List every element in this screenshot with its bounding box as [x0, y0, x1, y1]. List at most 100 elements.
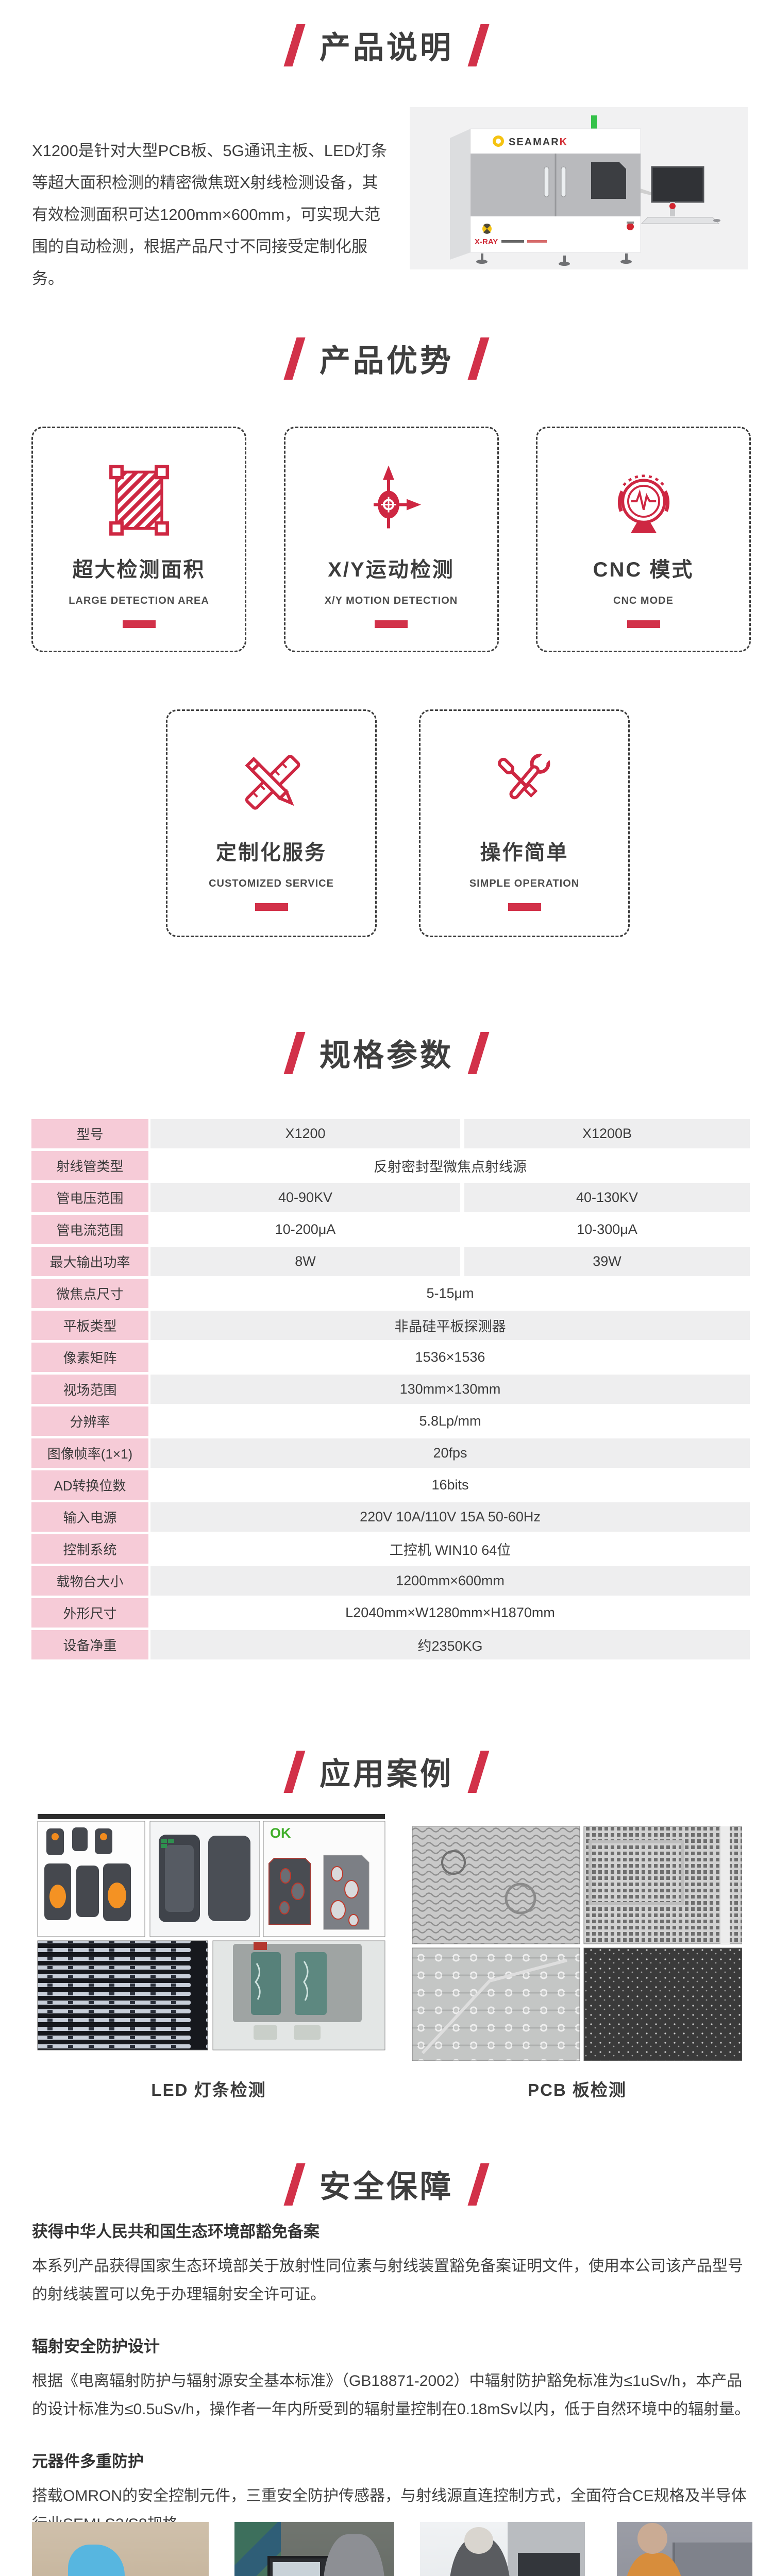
customized-service-icon — [238, 744, 305, 822]
spec-value-merged: 5.8Lp/mm — [150, 1406, 750, 1436]
simple-operation-icon — [491, 744, 558, 822]
spec-value: X1200 — [150, 1119, 460, 1148]
spec-value: 8W — [150, 1247, 460, 1276]
title-slash-left — [283, 1750, 306, 1793]
svg-text:SEAMARK: SEAMARK — [509, 137, 568, 148]
cnc-mode-icon — [611, 461, 676, 539]
monitor-screen — [273, 2562, 320, 2576]
section-title-specs: 规格参数 — [0, 1030, 773, 1075]
safety-heading-exemption: 获得中华人民共和国生态环境部豁免备案 — [32, 2223, 320, 2241]
spec-row: 分辨率 5.8Lp/mm — [31, 1406, 750, 1436]
advantage-label-en: LARGE DETECTION AREA — [69, 595, 209, 606]
spec-value-merged: 1200mm×600mm — [150, 1566, 750, 1596]
spec-value-merged: 反射密封型微焦点射线源 — [150, 1151, 750, 1180]
card-accent-dash — [122, 620, 156, 628]
spec-row: 输入电源 220V 10A/110V 15A 50-60Hz — [31, 1502, 750, 1532]
spec-label: 视场范围 — [31, 1375, 148, 1404]
spec-value-merged: 工控机 WIN10 64位 — [150, 1534, 750, 1564]
title-slash-left — [283, 337, 306, 380]
advantages-title: 产品优势 — [320, 344, 453, 378]
spec-value-merged: L2040mm×W1280mm×H1870mm — [150, 1598, 750, 1628]
safety-heading-radiation-design: 辐射安全防护设计 — [32, 2337, 160, 2355]
spec-label: 控制系统 — [31, 1534, 148, 1564]
spec-value-merged: 5-15μm — [150, 1279, 750, 1308]
spec-row: 图像帧率(1×1) 20fps — [31, 1438, 750, 1468]
spec-label: 载物台大小 — [31, 1566, 148, 1596]
spec-label: AD转换位数 — [31, 1470, 148, 1500]
svg-text:OK: OK — [270, 1825, 291, 1841]
case-caption-pcb: PCB 板检测 — [528, 2080, 627, 2099]
case-image-led-strip-xray: OK — [32, 1814, 385, 2061]
advantage-cards-row-1: 超大检测面积 LARGE DETECTION AREA — [31, 427, 751, 652]
product-image-panel: SEAMARK X-RAY — [410, 107, 748, 269]
card-accent-dash — [255, 903, 288, 911]
spec-row: 管电压范围 40-90KV 40-130KV — [31, 1183, 750, 1212]
xray-machine — [673, 2543, 752, 2576]
spec-value: 10-200μA — [150, 1215, 460, 1244]
spec-value-merged: 约2350KG — [150, 1630, 750, 1659]
spec-label: 管电流范围 — [31, 1215, 148, 1244]
advantage-card-customized-service: 定制化服务 CUSTOMIZED SERVICE — [166, 709, 377, 937]
spec-row: 设备净重 约2350KG — [31, 1630, 750, 1659]
spec-row: 微焦点尺寸 5-15μm — [31, 1279, 750, 1308]
title-slash-right — [467, 1031, 490, 1074]
spec-value-merged: 1536×1536 — [150, 1343, 750, 1372]
title-slash-left — [283, 1031, 306, 1074]
spec-value: 40-130KV — [464, 1183, 750, 1212]
title-slash-right — [467, 337, 490, 380]
spec-label: 平板类型 — [31, 1311, 148, 1340]
product-description-text: X1200是针对大型PCB板、5G通讯主板、LED灯条等超大面积检测的精密微焦斑… — [32, 142, 388, 287]
advantage-label-en: CUSTOMIZED SERVICE — [209, 878, 334, 889]
title-slash-right — [467, 2163, 490, 2206]
specs-title: 规格参数 — [320, 1038, 453, 1073]
title-slash-left — [283, 2163, 306, 2206]
safety-body-exemption: 本系列产品获得国家生态环境部关于放射性同位素与射线装置豁免备案证明文件，使用本公… — [32, 2258, 743, 2303]
inspector — [323, 2534, 385, 2576]
card-accent-dash — [508, 903, 541, 911]
technician-head — [637, 2523, 667, 2554]
spec-value-merged: 130mm×130mm — [150, 1375, 750, 1404]
spec-value-merged: 非晶硅平板探测器 — [150, 1311, 750, 1340]
spec-value: X1200B — [464, 1119, 750, 1148]
page-title: 产品说明 — [320, 30, 453, 65]
advantage-label-en: X/Y MOTION DETECTION — [324, 595, 458, 606]
radiation-test-photo-3 — [420, 2522, 585, 2576]
spec-label: 图像帧率(1×1) — [31, 1438, 148, 1468]
cases-title: 应用案例 — [320, 1757, 453, 1791]
spec-label: 外形尺寸 — [31, 1598, 148, 1628]
spec-row: 像素矩阵 1536×1536 — [31, 1343, 750, 1372]
xray-machine-illustration: SEAMARK X-RAY — [450, 115, 720, 266]
case-caption-led: LED 灯条检测 — [151, 2080, 266, 2099]
advantage-label-zh: 操作简单 — [480, 841, 569, 864]
spec-label: 型号 — [31, 1119, 148, 1148]
svg-text:X-RAY: X-RAY — [475, 238, 498, 246]
spec-label: 射线管类型 — [31, 1151, 148, 1180]
detection-area-icon — [109, 461, 170, 539]
spec-label: 微焦点尺寸 — [31, 1279, 148, 1308]
section-title-advantages: 产品优势 — [0, 336, 773, 381]
spec-value-merged: 220V 10A/110V 15A 50-60Hz — [150, 1502, 750, 1532]
section-title-cases: 应用案例 — [0, 1749, 773, 1794]
spec-label: 最大输出功率 — [31, 1247, 148, 1276]
xy-motion-icon — [360, 461, 422, 539]
spec-row: 平板类型 非晶硅平板探测器 — [31, 1311, 750, 1340]
title-slash-right — [467, 1750, 490, 1793]
machine-screen — [518, 2553, 580, 2576]
spec-value: 10-300μA — [464, 1215, 750, 1244]
advantage-label-zh: 定制化服务 — [216, 841, 327, 864]
advantage-card-large-detection-area: 超大检测面积 LARGE DETECTION AREA — [31, 427, 246, 652]
spec-row: 管电流范围 10-200μA 10-300μA — [31, 1215, 750, 1244]
advantage-card-xy-motion: X/Y运动检测 X/Y MOTION DETECTION — [283, 427, 499, 652]
spec-label: 像素矩阵 — [31, 1343, 148, 1372]
safety-title: 安全保障 — [320, 2170, 453, 2204]
inspector-head — [464, 2527, 493, 2554]
spec-label: 输入电源 — [31, 1502, 148, 1532]
spec-row: 控制系统 工控机 WIN10 64位 — [31, 1534, 750, 1564]
spec-row: 最大输出功率 8W 39W — [31, 1247, 750, 1276]
card-accent-dash — [375, 620, 408, 628]
spec-value: 40-90KV — [150, 1183, 460, 1212]
advantage-cards-row-2: 定制化服务 CUSTOMIZED SERVICE — [166, 709, 630, 937]
radiation-test-photo-1 — [32, 2522, 209, 2576]
title-slash-left — [283, 24, 306, 66]
